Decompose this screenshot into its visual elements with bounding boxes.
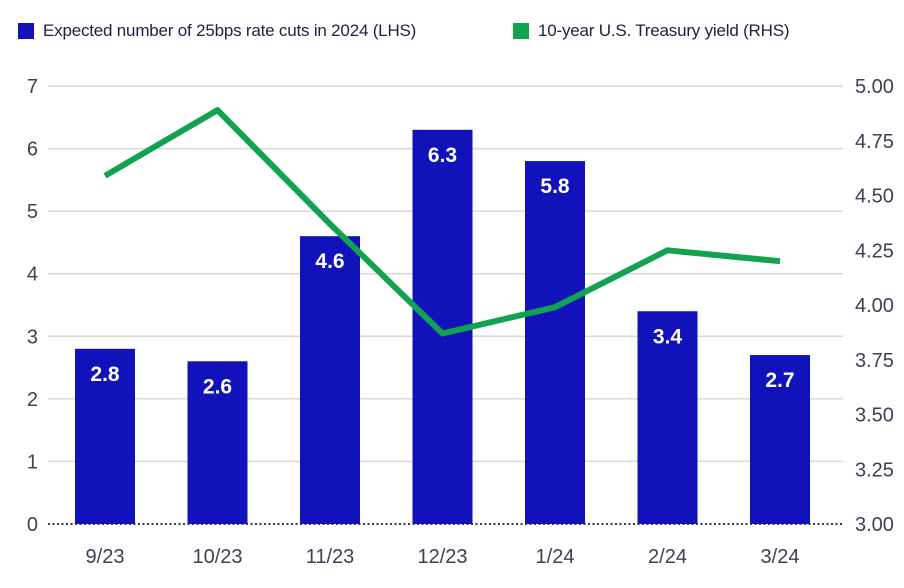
bar — [525, 161, 585, 525]
bar-series-group — [75, 129, 810, 525]
bar-value-label: 5.8 — [540, 175, 570, 198]
left-axis-tick-label: 0 — [27, 514, 38, 536]
bar-value-labels-group: 2.8 2.6 4.6 6.3 5.8 3.4 2.7 — [90, 144, 794, 399]
treasury-yield-line — [103, 107, 781, 337]
axis-labels-group: 0 1 2 3 4 5 6 7 3.00 3.25 3.50 3.75 4.00 4.25 4.50 4.75… — [27, 76, 894, 568]
x-axis-category-label: 2/24 — [648, 546, 687, 568]
left-axis-tick-label: 6 — [27, 139, 38, 161]
right-axis-tick-label: 3.00 — [855, 514, 894, 536]
bar-series-swatch-icon — [18, 23, 34, 39]
bar — [75, 348, 135, 524]
bar-value-label: 2.7 — [765, 369, 794, 392]
x-axis-category-label: 10/23 — [192, 546, 242, 568]
bar — [187, 361, 248, 524]
legend-label-treasury-yield: 10-year U.S. Treasury yield (RHS) — [538, 21, 790, 40]
left-axis-tick-label: 1 — [27, 451, 38, 473]
bar-value-label: 4.6 — [315, 250, 344, 273]
left-axis-tick-label: 5 — [27, 201, 38, 223]
bar-value-label: 2.6 — [203, 375, 232, 398]
right-axis-tick-label: 4.75 — [855, 131, 894, 153]
x-axis-category-label: 1/24 — [536, 546, 575, 568]
legend-label-rate-cuts: Expected number of 25bps rate cuts in 20… — [43, 21, 417, 40]
legend-item-treasury-yield: 10-year U.S. Treasury yield (RHS) — [513, 21, 790, 41]
right-axis-tick-label: 3.50 — [855, 405, 894, 427]
x-axis-category-label: 11/23 — [306, 546, 355, 568]
right-axis-tick-label: 4.00 — [855, 295, 894, 317]
line-series-swatch-icon — [513, 23, 529, 39]
right-axis-tick-label: 3.75 — [855, 350, 894, 372]
x-axis-category-label: 3/24 — [761, 546, 800, 568]
bar — [300, 236, 360, 524]
right-axis-tick-label: 4.25 — [855, 240, 894, 262]
left-axis-tick-label: 2 — [27, 389, 38, 411]
legend-item-rate-cuts: Expected number of 25bps rate cuts in 20… — [18, 21, 416, 41]
bar — [750, 355, 810, 524]
right-axis-tick-label: 4.50 — [855, 186, 894, 208]
x-axis-category-label: 12/23 — [417, 546, 467, 568]
left-axis-tick-label: 4 — [27, 264, 38, 286]
bar-value-label: 3.4 — [653, 325, 683, 348]
bar-value-label: 6.3 — [428, 144, 457, 167]
bar-value-label: 2.8 — [90, 363, 120, 386]
bar — [637, 311, 698, 524]
right-axis-tick-label: 3.25 — [855, 459, 894, 481]
line-series-group — [103, 107, 781, 337]
x-axis-category-label: 9/23 — [86, 546, 125, 568]
right-axis-tick-label: 5.00 — [855, 76, 894, 98]
left-axis-tick-label: 7 — [27, 76, 38, 98]
left-axis-tick-label: 3 — [27, 326, 38, 348]
